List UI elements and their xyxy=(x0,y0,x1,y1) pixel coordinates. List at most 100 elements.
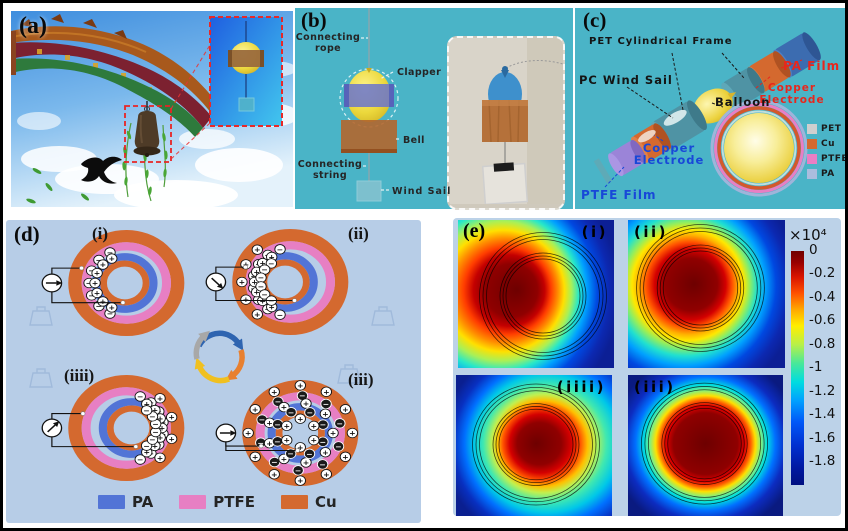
svg-text:−: − xyxy=(86,279,93,288)
legend-label: Cu xyxy=(821,139,836,149)
colorbar-multiplier: ×10⁴ xyxy=(789,226,827,244)
wind-sail-label: Wind Sail xyxy=(392,186,452,197)
svg-text:−: − xyxy=(307,408,314,417)
svg-text:+: + xyxy=(168,413,175,422)
svg-text:+: + xyxy=(266,419,273,428)
svg-text:+: + xyxy=(283,436,290,445)
svg-text:+: + xyxy=(108,303,115,312)
svg-text:+: + xyxy=(322,448,329,457)
watermark-bell-icon xyxy=(337,364,361,384)
svg-text:−: − xyxy=(320,438,327,447)
svg-text:+: + xyxy=(311,422,318,431)
svg-text:+: + xyxy=(243,296,250,305)
svg-text:+: + xyxy=(281,403,288,412)
panel-c-label: (c) xyxy=(583,8,607,32)
svg-text:+: + xyxy=(297,381,304,390)
svg-text:−: − xyxy=(274,420,281,429)
pet-frame-label: PET Cylindrical Frame xyxy=(589,36,733,47)
svg-text:−: − xyxy=(137,392,144,401)
windbell-schematic xyxy=(339,8,399,202)
watermark-bell-icon xyxy=(371,306,395,326)
exploded-assembly xyxy=(593,32,821,197)
balloon-label: Balloon xyxy=(715,95,771,109)
mechanism-state-iiii: −−−−−−−−+++++++−−−−−−++++ xyxy=(41,374,185,482)
svg-text:+: + xyxy=(297,477,304,486)
colorbar-tick: -1.2 xyxy=(809,382,836,399)
svg-text:+: + xyxy=(271,388,278,397)
svg-text:−: − xyxy=(287,450,294,459)
svg-text:−: − xyxy=(143,406,150,415)
svg-text:+: + xyxy=(271,470,278,479)
svg-text:+: + xyxy=(323,388,330,397)
mechanism-state-i: −−−−−−−+++++++ xyxy=(41,229,185,337)
svg-text:−: − xyxy=(258,274,265,283)
svg-text:+: + xyxy=(311,436,318,445)
svg-text:−: − xyxy=(261,265,268,274)
colorbar: ×10⁴ 0 -0.2 -0.4 -0.6 -0.8 -1 -1.2 -1.4 -1.6 -1.8 xyxy=(789,224,841,514)
svg-text:+: + xyxy=(297,443,304,452)
svg-text:+: + xyxy=(94,289,101,298)
colorbar-tick: -0.4 xyxy=(809,288,836,305)
state-i-label: (i) xyxy=(92,224,109,243)
state-ii-label: (ii) xyxy=(348,224,369,243)
panel-b-schematic: Connecting rope Clapper Bell Connecting … xyxy=(295,8,573,210)
clapper-band xyxy=(344,84,394,107)
legend-label: PTFE xyxy=(213,493,255,511)
svg-text:+: + xyxy=(168,435,175,444)
legend-label: PA xyxy=(132,493,154,511)
svg-text:−: − xyxy=(319,460,326,469)
map-i-label: (i) xyxy=(581,223,608,241)
legend-swatch xyxy=(280,495,308,509)
potential-map-ii: (ii) xyxy=(628,220,785,368)
svg-text:+: + xyxy=(143,400,150,409)
bell-cylinder xyxy=(341,120,397,153)
materials-legend: PET Cu PTFE PA xyxy=(807,124,845,184)
svg-text:−: − xyxy=(299,392,306,401)
legend-item: PA xyxy=(98,493,153,511)
clapper-label: Clapper xyxy=(397,67,442,78)
device-render-inset xyxy=(209,16,283,127)
svg-text:+: + xyxy=(157,454,164,463)
legend-swatch xyxy=(807,139,817,149)
svg-text:−: − xyxy=(88,291,95,300)
colorbar-tick: -0.8 xyxy=(809,335,836,352)
svg-text:+: + xyxy=(100,297,107,306)
prototype-photo-content xyxy=(449,38,563,206)
svg-text:−: − xyxy=(271,458,278,467)
svg-text:+: + xyxy=(322,410,329,419)
svg-text:−: − xyxy=(149,412,156,421)
state-iiii-label: (iiii) xyxy=(64,366,95,385)
svg-text:−: − xyxy=(335,442,342,451)
svg-text:−: − xyxy=(96,256,103,265)
svg-text:−: − xyxy=(295,466,302,475)
svg-text:−: − xyxy=(152,420,159,429)
copper-electrode-label-left: Copper Electrode xyxy=(633,141,705,167)
svg-text:−: − xyxy=(258,282,265,291)
svg-text:+: + xyxy=(330,429,337,438)
svg-text:+: + xyxy=(108,254,115,263)
svg-text:−: − xyxy=(88,267,95,276)
pa-film-label: PA Film xyxy=(783,59,841,73)
colorbar-tick: -1 xyxy=(809,359,823,376)
map-iiii-label: (iiii) xyxy=(556,378,606,396)
svg-text:+: + xyxy=(253,288,260,297)
legend-swatch xyxy=(807,124,817,134)
ring-materials-legend: PA PTFE Cu xyxy=(98,493,337,511)
watermark-bell-icon xyxy=(29,368,53,388)
svg-text:+: + xyxy=(303,458,310,467)
pc-wind-sail-label: PC Wind Sail xyxy=(579,73,673,87)
map-iii-label: (iii) xyxy=(634,378,676,396)
balloon-render xyxy=(693,88,737,124)
colorbar-gradient xyxy=(791,251,804,485)
svg-text:−: − xyxy=(259,416,266,425)
pc-wind-sail-plate xyxy=(593,158,613,184)
prototype-photo xyxy=(447,36,565,210)
svg-text:−: − xyxy=(149,436,156,445)
svg-text:+: + xyxy=(157,414,164,423)
legend-swatch xyxy=(98,495,125,509)
svg-text:+: + xyxy=(243,260,250,269)
mechanism-state-iii: ++++++++++++−−−−−−−−−−+++++++ ++−−−−−− −−+… xyxy=(215,379,359,487)
potential-map-iiii: (iiii) xyxy=(456,375,612,516)
device-top-view xyxy=(710,99,808,197)
svg-text:+: + xyxy=(157,433,164,442)
